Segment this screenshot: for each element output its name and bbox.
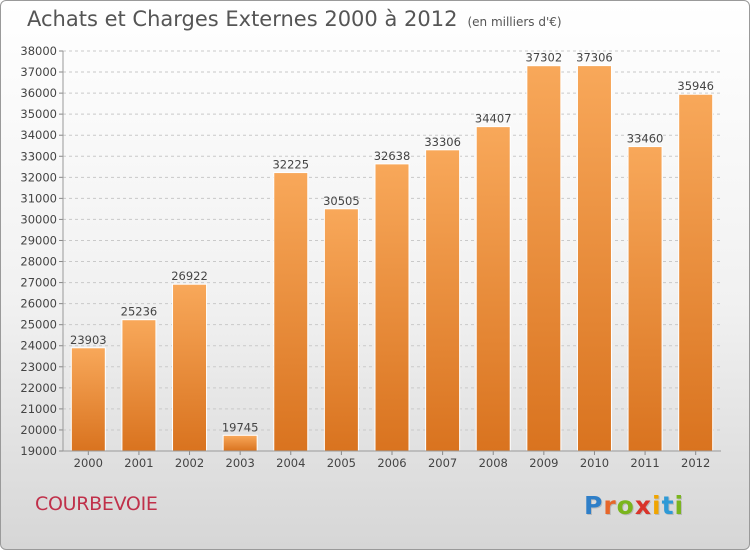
data-label: 33306 <box>424 135 461 149</box>
bar <box>222 434 258 452</box>
x-tick-label: 2007 <box>428 456 457 470</box>
bar <box>576 65 612 452</box>
y-tick-label: 29000 <box>20 233 57 247</box>
bar <box>273 172 309 452</box>
y-tick-label: 24000 <box>20 339 57 353</box>
x-tick-label: 2000 <box>74 456 103 470</box>
data-label: 33460 <box>627 132 664 146</box>
data-label: 34407 <box>475 112 512 126</box>
y-tick-label: 27000 <box>20 276 57 290</box>
logo-letter: i <box>652 491 662 520</box>
city-name: COURBEVOIE <box>35 493 158 515</box>
title-unit: (en milliers d'€) <box>467 15 562 29</box>
data-label: 35946 <box>677 79 714 93</box>
data-label: 23903 <box>70 333 107 347</box>
logo-letter: r <box>603 491 617 520</box>
data-label: 37302 <box>526 51 563 65</box>
y-tick-label: 20000 <box>20 423 57 437</box>
x-tick-label: 2004 <box>276 456 305 470</box>
y-tick-label: 37000 <box>20 65 57 79</box>
y-tick-label: 26000 <box>20 297 57 311</box>
y-tick-label: 31000 <box>20 191 57 205</box>
logo-letter: i <box>674 491 685 520</box>
y-tick-label: 23000 <box>20 360 57 374</box>
bar <box>627 146 663 452</box>
data-label: 30505 <box>323 194 360 208</box>
x-tick-label: 2002 <box>175 456 204 470</box>
data-labels: 23903 25236 26922 19745 32225 30505 32638 33306… <box>70 51 714 435</box>
title-text: Achats et Charges Externes 2000 à 2012 <box>27 7 458 31</box>
y-axis-ticks: 19000 20000 21000 22000 23000 24000 25000 26000… <box>20 44 57 458</box>
x-tick-label: 2012 <box>681 456 710 470</box>
data-label: 37306 <box>576 51 613 65</box>
proxiti-logo: Proxiti <box>584 491 684 520</box>
bar <box>425 149 461 452</box>
bar <box>70 347 106 452</box>
y-tick-label: 36000 <box>20 86 57 100</box>
data-label: 25236 <box>121 305 158 319</box>
x-tick-label: 2006 <box>377 456 406 470</box>
y-tick-label: 19000 <box>20 444 57 458</box>
y-tick-label: 28000 <box>20 255 57 269</box>
data-label: 26922 <box>171 269 208 283</box>
axes <box>62 51 721 452</box>
logo-letter: x <box>634 491 652 520</box>
bar <box>678 93 714 452</box>
bar <box>526 65 562 452</box>
x-tick-label: 2009 <box>529 456 558 470</box>
x-tick-label: 2003 <box>226 456 255 470</box>
y-tick-label: 21000 <box>20 402 57 416</box>
bar <box>374 163 410 452</box>
data-label: 32638 <box>374 149 411 163</box>
y-tick-label: 22000 <box>20 381 57 395</box>
chart-title: Achats et Charges Externes 2000 à 2012 (e… <box>27 7 562 31</box>
bar <box>323 208 359 452</box>
logo-letter: t <box>661 491 675 520</box>
logo-letter: P <box>584 491 604 520</box>
y-tick-label: 25000 <box>20 318 57 332</box>
data-label: 19745 <box>222 420 259 434</box>
x-axis-ticks: 2000 2001 2002 2003 2004 2005 2006 2007 2008 2009… <box>74 451 710 470</box>
y-tick-label: 35000 <box>20 107 57 121</box>
x-tick-label: 2010 <box>580 456 609 470</box>
bars <box>70 65 714 452</box>
y-tick-label: 38000 <box>20 44 57 58</box>
x-tick-label: 2008 <box>479 456 508 470</box>
y-tick-label: 34000 <box>20 128 57 142</box>
logo-letter: o <box>616 491 635 520</box>
y-tick-label: 32000 <box>20 170 57 184</box>
data-label: 32225 <box>272 158 309 172</box>
bar <box>121 319 157 452</box>
bar <box>172 283 208 452</box>
x-tick-label: 2005 <box>327 456 356 470</box>
x-tick-label: 2001 <box>124 456 153 470</box>
y-tick-label: 30000 <box>20 212 57 226</box>
y-tick-label: 33000 <box>20 149 57 163</box>
bar <box>475 126 511 452</box>
x-tick-label: 2011 <box>630 456 659 470</box>
